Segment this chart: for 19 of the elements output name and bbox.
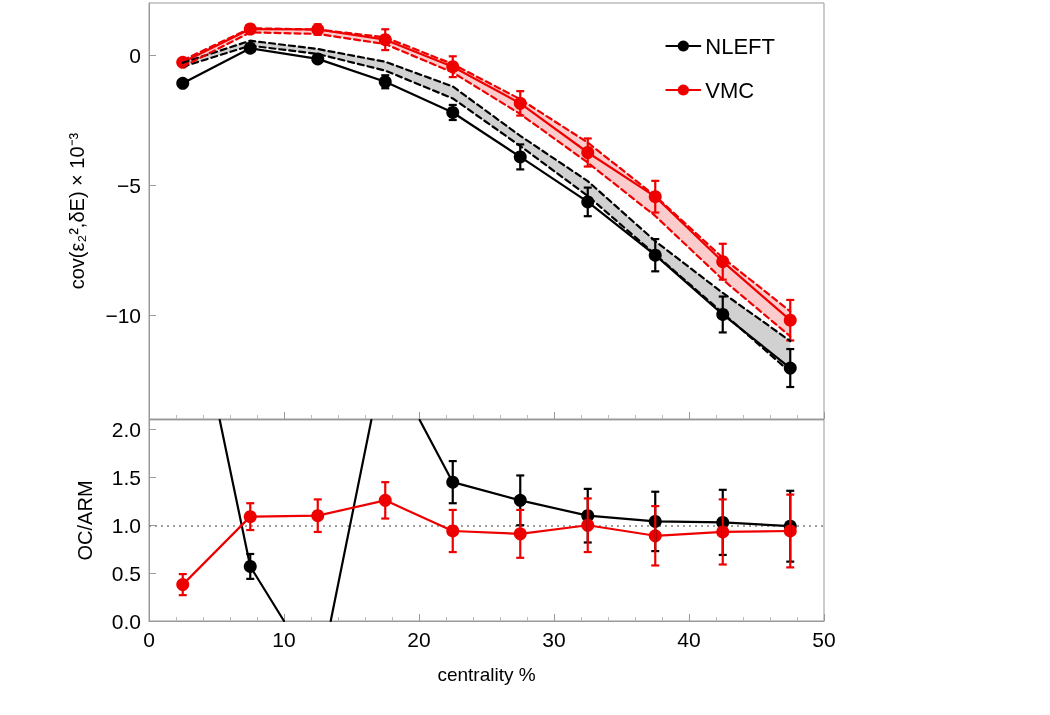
x-tick-label: 0 [143, 628, 155, 651]
legend-label: NLEFT [705, 33, 776, 59]
y-tick-label: −5 [117, 173, 141, 197]
y-tick-label: −10 [105, 303, 141, 327]
y-tick-label: 2.0 [111, 418, 141, 441]
x-tick-label: 10 [272, 628, 296, 651]
x-tick-label: 20 [407, 628, 431, 651]
y-axis-title: cov(ε₂²,δE) × 10⁻³ [66, 132, 88, 290]
y-tick-label: 0.5 [111, 561, 141, 585]
y-tick-label: 1.5 [111, 465, 141, 489]
x-tick-label: 30 [542, 628, 566, 651]
y-tick-label: 1.0 [111, 513, 141, 537]
legend-label: VMC [705, 77, 755, 103]
x-tick-label: 50 [812, 628, 836, 651]
y-tick-label: 0 [129, 43, 141, 67]
x-tick-label: 40 [677, 628, 701, 651]
y-axis-title: OC/ARM [74, 480, 96, 561]
y-tick-label: 0.0 [111, 609, 141, 633]
x-axis-title: centrality % [437, 664, 536, 685]
